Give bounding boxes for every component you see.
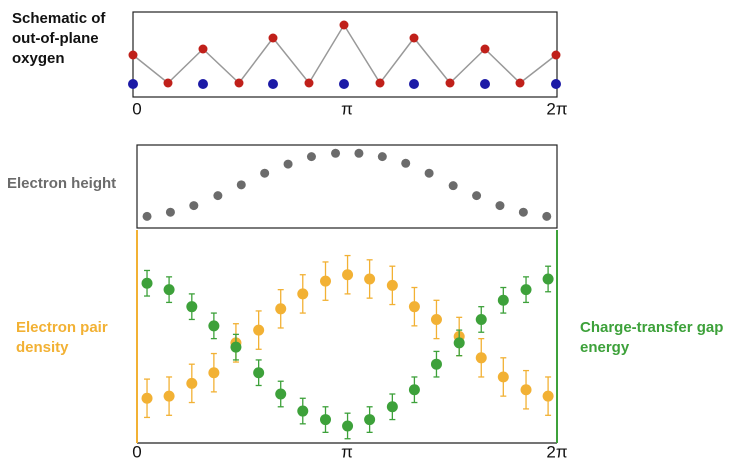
- point: [377, 152, 387, 162]
- atom: [375, 78, 385, 88]
- atom: [339, 79, 349, 89]
- point: [386, 401, 398, 413]
- series-label: Electron pair density: [16, 319, 108, 356]
- point: [230, 341, 242, 353]
- point: [297, 288, 309, 300]
- atom: [480, 79, 490, 89]
- atom: [198, 44, 208, 54]
- point: [213, 191, 223, 201]
- point: [320, 414, 332, 426]
- point: [542, 211, 552, 221]
- point: [186, 301, 198, 313]
- zigzag-line: [132, 23, 557, 85]
- atom: [480, 44, 490, 54]
- atom: [515, 78, 525, 88]
- red-atoms: [128, 20, 561, 88]
- point: [342, 269, 354, 281]
- point: [520, 284, 532, 296]
- panel-frame: [136, 144, 558, 229]
- point: [542, 390, 554, 402]
- point: [331, 148, 341, 158]
- point: [542, 273, 554, 285]
- x-tick-label: 2π: [546, 442, 567, 461]
- point: [518, 207, 528, 217]
- x-tick-label: π: [341, 99, 353, 118]
- point: [364, 273, 376, 285]
- atom: [409, 33, 419, 43]
- point: [495, 201, 505, 211]
- atom: [268, 33, 278, 43]
- atom: [409, 79, 419, 89]
- point: [189, 201, 199, 211]
- point: [472, 191, 482, 201]
- point: [141, 392, 153, 404]
- x-tick-label: 0: [132, 99, 141, 118]
- point: [408, 301, 420, 313]
- atom: [198, 79, 208, 89]
- point: [163, 284, 175, 296]
- schematic-label: Schematic of out-of-plane oxygen: [12, 10, 106, 67]
- point: [401, 158, 411, 168]
- point: [208, 320, 220, 332]
- point: [297, 405, 309, 417]
- point: [424, 168, 434, 178]
- point: [260, 168, 270, 178]
- point: [497, 294, 509, 306]
- atom: [128, 79, 138, 89]
- point: [236, 180, 246, 190]
- point: [386, 279, 398, 291]
- x-tick-label: π: [341, 442, 353, 461]
- point: [283, 159, 293, 169]
- point: [475, 313, 487, 325]
- point: [430, 358, 442, 370]
- point: [520, 384, 532, 396]
- point: [208, 367, 220, 379]
- point: [448, 181, 458, 191]
- point: [163, 390, 175, 402]
- atom: [445, 78, 455, 88]
- atom: [268, 79, 278, 89]
- point: [253, 367, 265, 379]
- point: [354, 148, 364, 158]
- point: [275, 388, 287, 400]
- point: [142, 211, 152, 221]
- point: [141, 277, 153, 289]
- schematic: [128, 11, 561, 98]
- y-axis-label: Electron height: [7, 175, 117, 192]
- x-tick-label: 0: [132, 442, 141, 461]
- point: [475, 352, 487, 364]
- point: [342, 420, 354, 432]
- atom: [163, 78, 173, 88]
- point: [306, 152, 316, 162]
- point: [453, 337, 465, 349]
- atom: [304, 78, 314, 88]
- series-label: Charge-transfer gap energy: [580, 319, 724, 356]
- x-tick-label: 2π: [546, 99, 567, 118]
- blue-atoms: [128, 79, 561, 89]
- point: [165, 207, 175, 217]
- point: [408, 384, 420, 396]
- atom: [339, 20, 349, 30]
- point: [320, 275, 332, 287]
- point: [253, 324, 265, 336]
- point: [186, 377, 198, 389]
- point: [430, 313, 442, 325]
- atom: [128, 50, 138, 60]
- atom: [234, 78, 244, 88]
- point: [275, 303, 287, 315]
- atom: [551, 79, 561, 89]
- point: [364, 414, 376, 426]
- atom: [551, 50, 561, 60]
- point: [497, 371, 509, 383]
